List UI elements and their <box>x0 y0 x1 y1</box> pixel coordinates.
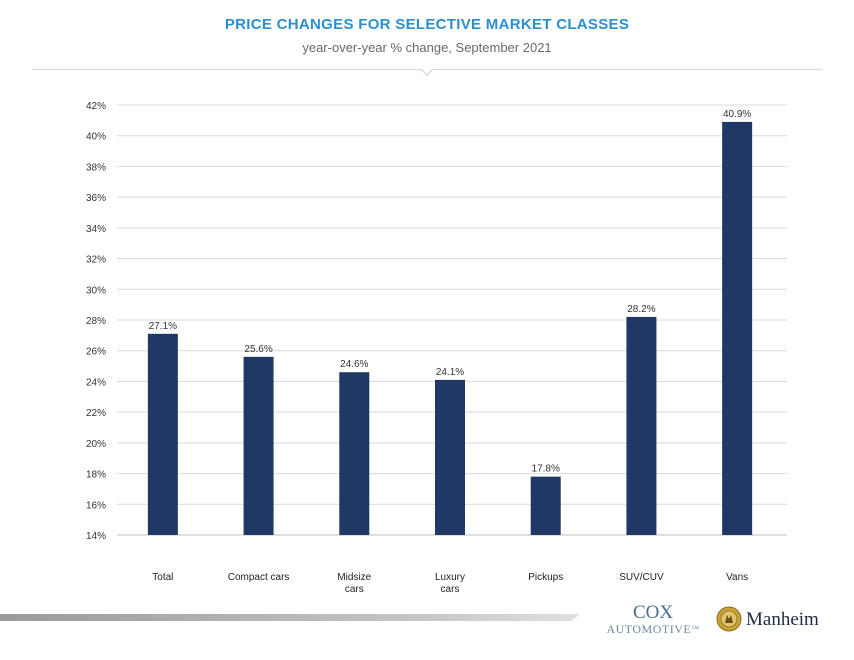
bar <box>530 476 561 535</box>
data-label: 24.1% <box>436 367 464 378</box>
y-tick-label: 36% <box>86 193 106 204</box>
bar <box>626 316 657 535</box>
x-tick-label: Vans <box>726 572 748 583</box>
y-tick-label: 38% <box>86 162 106 173</box>
x-tick-label: cars <box>441 584 460 595</box>
bar-chart: 14% 16% 18% 20% 22% 24% 26% 28% 30% 32% 34% 36% 38% 4… <box>86 101 787 595</box>
bar <box>339 372 370 535</box>
x-tick-label: Luxury <box>435 572 465 583</box>
y-tick-label: 30% <box>86 285 106 296</box>
y-tick-label: 26% <box>86 347 106 358</box>
data-label: 28.2% <box>627 304 655 315</box>
x-tick-label: cars <box>345 584 364 595</box>
cox-logo-line1: COX <box>632 602 674 623</box>
x-tick-label: SUV/CUV <box>619 572 664 583</box>
y-tick-label: 14% <box>86 531 106 542</box>
data-label: 25.6% <box>244 344 272 355</box>
cox-automotive-logo: COX AUTOMOTIVE™ <box>598 602 708 638</box>
manheim-logo: Manheim <box>716 606 826 636</box>
y-tick-label: 40% <box>86 132 106 143</box>
bar <box>243 356 274 535</box>
bar <box>147 333 178 535</box>
footer-bar <box>0 614 580 621</box>
y-tick-label: 32% <box>86 255 106 266</box>
x-tick-label: Pickups <box>528 572 563 583</box>
x-tick-label: Total <box>152 572 173 583</box>
y-tick-label: 20% <box>86 439 106 450</box>
data-label: 40.9% <box>723 109 751 120</box>
y-tick-label: 28% <box>86 316 106 327</box>
manheim-seal-icon <box>716 606 742 632</box>
x-tick-label: Midsize <box>337 572 371 583</box>
chart-subtitle: year-over-year % change, September 2021 <box>302 40 552 55</box>
trademark-mark: ™ <box>691 624 700 633</box>
cox-logo-word: AUTOMOTIVE <box>606 622 692 636</box>
bar <box>435 379 465 535</box>
data-label: 17.8% <box>532 464 560 475</box>
bar <box>722 121 753 536</box>
caret-icon-inner <box>422 69 432 74</box>
y-tick-label: 34% <box>86 224 106 235</box>
y-tick-label: 16% <box>86 500 106 511</box>
manheim-wordmark: Manheim <box>746 609 819 630</box>
data-label: 27.1% <box>149 321 177 332</box>
cox-logo-line2: AUTOMOTIVE™ <box>598 622 708 636</box>
data-label: 24.6% <box>340 359 368 370</box>
y-tick-label: 22% <box>86 408 106 419</box>
chart-title: PRICE CHANGES FOR SELECTIVE MARKET CLASS… <box>224 16 630 33</box>
x-tick-label: Compact cars <box>228 572 290 583</box>
y-tick-label: 18% <box>86 470 106 481</box>
y-tick-label: 24% <box>86 377 106 388</box>
y-tick-label: 42% <box>86 101 106 112</box>
